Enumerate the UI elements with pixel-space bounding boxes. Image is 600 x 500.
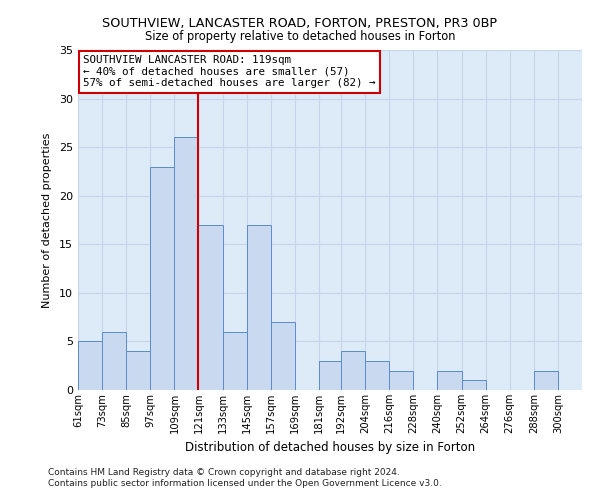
Bar [365,361,389,390]
Bar [247,225,271,390]
Bar [341,351,365,390]
Text: Contains HM Land Registry data © Crown copyright and database right 2024.
Contai: Contains HM Land Registry data © Crown c… [48,468,442,487]
Bar [126,351,150,390]
Bar [150,166,175,390]
Bar [437,370,461,390]
Bar [223,332,247,390]
Bar [199,225,223,390]
Bar [78,342,102,390]
Bar [534,370,558,390]
Text: SOUTHVIEW LANCASTER ROAD: 119sqm
← 40% of detached houses are smaller (57)
57% o: SOUTHVIEW LANCASTER ROAD: 119sqm ← 40% o… [83,55,376,88]
X-axis label: Distribution of detached houses by size in Forton: Distribution of detached houses by size … [185,442,475,454]
Bar [319,361,343,390]
Bar [461,380,485,390]
Text: SOUTHVIEW, LANCASTER ROAD, FORTON, PRESTON, PR3 0BP: SOUTHVIEW, LANCASTER ROAD, FORTON, PREST… [103,18,497,30]
Bar [271,322,295,390]
Bar [102,332,126,390]
Text: Size of property relative to detached houses in Forton: Size of property relative to detached ho… [145,30,455,43]
Bar [389,370,413,390]
Bar [175,138,199,390]
Y-axis label: Number of detached properties: Number of detached properties [42,132,52,308]
